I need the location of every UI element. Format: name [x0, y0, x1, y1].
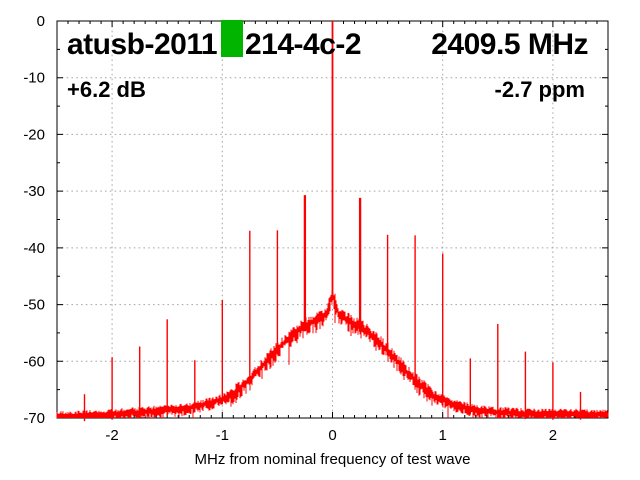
pass-indicator — [221, 20, 243, 57]
y-tick-label: -10 — [23, 70, 45, 87]
device-serial-label: 214-4c-2 — [245, 28, 362, 61]
x-tick-label: 1 — [439, 427, 447, 444]
gain-annotation: +6.2 dB — [67, 77, 146, 102]
device-id-label: atusb-2011 — [67, 28, 218, 61]
y-tick-label: -70 — [23, 410, 45, 427]
y-tick-label: -20 — [23, 126, 45, 143]
y-tick-label: -40 — [23, 240, 45, 257]
y-tick-label: -60 — [23, 353, 45, 370]
noise-trace — [56, 290, 609, 418]
y-tick-label: -30 — [23, 183, 45, 200]
x-tick-label: 0 — [328, 427, 336, 444]
y-tick-label: 0 — [37, 13, 45, 30]
x-tick-label: 2 — [549, 427, 557, 444]
center-frequency-label: 2409.5 MHz — [431, 28, 588, 61]
x-axis-label: MHz from nominal frequency of test wave — [194, 451, 471, 468]
x-tick-label: -1 — [216, 427, 229, 444]
x-tick-label: -2 — [105, 427, 118, 444]
frequency-offset-annotation: -2.7 ppm — [494, 77, 585, 102]
y-tick-label: -50 — [23, 297, 45, 314]
